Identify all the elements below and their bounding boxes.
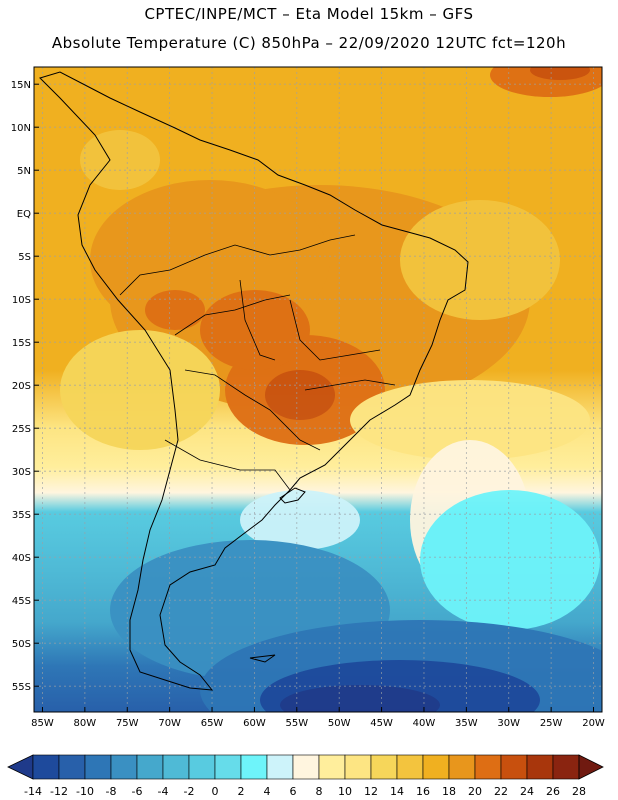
colorbar-label: -12 xyxy=(50,785,68,798)
colorbar-label: 22 xyxy=(494,785,508,798)
lon-label: 35W xyxy=(455,718,478,729)
lat-label: 35S xyxy=(12,510,31,521)
colorbar-swatch xyxy=(474,754,502,780)
lat-label: 50S xyxy=(12,639,31,650)
lat-label: EQ xyxy=(17,209,31,220)
colorbar-swatch xyxy=(84,754,112,780)
lon-label: 70W xyxy=(158,718,181,729)
lat-label: 5S xyxy=(18,252,31,263)
colorbar-label: 18 xyxy=(442,785,456,798)
colorbar-swatch xyxy=(396,754,424,780)
country-borders xyxy=(119,234,396,491)
lat-label: 15S xyxy=(12,338,31,349)
colorbar-swatch xyxy=(188,754,216,780)
lon-label: 30W xyxy=(497,718,520,729)
map-subtitle: Absolute Temperature (C) 850hPa – 22/09/… xyxy=(51,34,567,52)
colorbar-swatch xyxy=(448,754,476,780)
colorbar-label: 24 xyxy=(520,785,534,798)
lon-label: 60W xyxy=(243,718,266,729)
lat-label: 20S xyxy=(12,381,31,392)
colorbar-label: -2 xyxy=(184,785,195,798)
lat-label: 10S xyxy=(12,295,31,306)
colorbar-swatch xyxy=(32,754,60,780)
colorbar-label: 28 xyxy=(572,785,586,798)
coastlines xyxy=(39,71,469,691)
colorbar-label: 2 xyxy=(238,785,245,798)
colorbar-swatch xyxy=(292,754,320,780)
colorbar-label: 20 xyxy=(468,785,482,798)
lon-label: 20W xyxy=(582,718,605,729)
colorbar-swatch xyxy=(500,754,528,780)
lat-label: 40S xyxy=(12,553,31,564)
colorbar-swatch xyxy=(422,754,450,780)
colorbar-label: -4 xyxy=(158,785,169,798)
lat-label: 25S xyxy=(12,424,31,435)
colorbar-swatch xyxy=(266,754,294,780)
colorbar-swatch xyxy=(58,754,86,780)
colorbar-swatch xyxy=(136,754,164,780)
lon-label: 45W xyxy=(370,718,393,729)
colorbar-labels: -14 -12 -10 -8 -6 -4 -2 0 2 4 6 8 10 12 14 16 18 20 22 24 26… xyxy=(24,785,586,798)
colorbar-swatch xyxy=(552,754,580,780)
lat-label: 55S xyxy=(12,682,31,693)
colorbar-label: 14 xyxy=(390,785,404,798)
colorbar-label: 10 xyxy=(338,785,352,798)
colorbar-label: 12 xyxy=(364,785,378,798)
colorbar-label: -14 xyxy=(24,785,42,798)
lon-label: 75W xyxy=(116,718,139,729)
lat-label: 30S xyxy=(12,467,31,478)
colorbar-label: 6 xyxy=(290,785,297,798)
lon-label: 50W xyxy=(328,718,351,729)
colorbar-label: 26 xyxy=(546,785,560,798)
colorbar-label: 4 xyxy=(264,785,271,798)
lat-label: 5N xyxy=(17,166,31,177)
colorbar xyxy=(7,754,604,780)
colorbar-label: -6 xyxy=(132,785,143,798)
colorbar-swatch xyxy=(110,754,138,780)
colorbar-label: 8 xyxy=(316,785,323,798)
lon-label: 85W xyxy=(31,718,54,729)
colorbar-arrow-low xyxy=(7,754,34,780)
map-title: CPTEC/INPE/MCT – Eta Model 15km – GFS xyxy=(144,5,474,23)
colorbar-label: 0 xyxy=(212,785,219,798)
colorbar-swatch xyxy=(240,754,268,780)
lat-label: 15N xyxy=(11,80,31,91)
colorbar-swatch xyxy=(526,754,554,780)
colorbar-swatch xyxy=(214,754,242,780)
colorbar-swatch xyxy=(162,754,190,780)
map-frame xyxy=(33,66,603,713)
longitude-axis: 85W 80W 75W 70W 65W 60W 55W 50W 45W 40W 35W 30W 25W 2… xyxy=(31,707,605,729)
lon-label: 55W xyxy=(285,718,308,729)
lat-label: 10N xyxy=(11,123,31,134)
latitude-axis: 15N 10N 5N EQ 5S 10S 15S 20S 25S 30S 35S 40S 45S 50S 5… xyxy=(11,80,39,693)
colorbar-label: -10 xyxy=(76,785,94,798)
lon-label: 40W xyxy=(413,718,436,729)
lon-label: 25W xyxy=(540,718,563,729)
colorbar-swatch xyxy=(370,754,398,780)
lon-label: 65W xyxy=(201,718,224,729)
colorbar-label: 16 xyxy=(416,785,430,798)
lon-label: 80W xyxy=(74,718,97,729)
lat-label: 45S xyxy=(12,596,31,607)
colorbar-arrow-high xyxy=(578,754,604,780)
colorbar-swatch xyxy=(318,754,346,780)
colorbar-label: -8 xyxy=(106,785,117,798)
colorbar-swatch xyxy=(344,754,372,780)
